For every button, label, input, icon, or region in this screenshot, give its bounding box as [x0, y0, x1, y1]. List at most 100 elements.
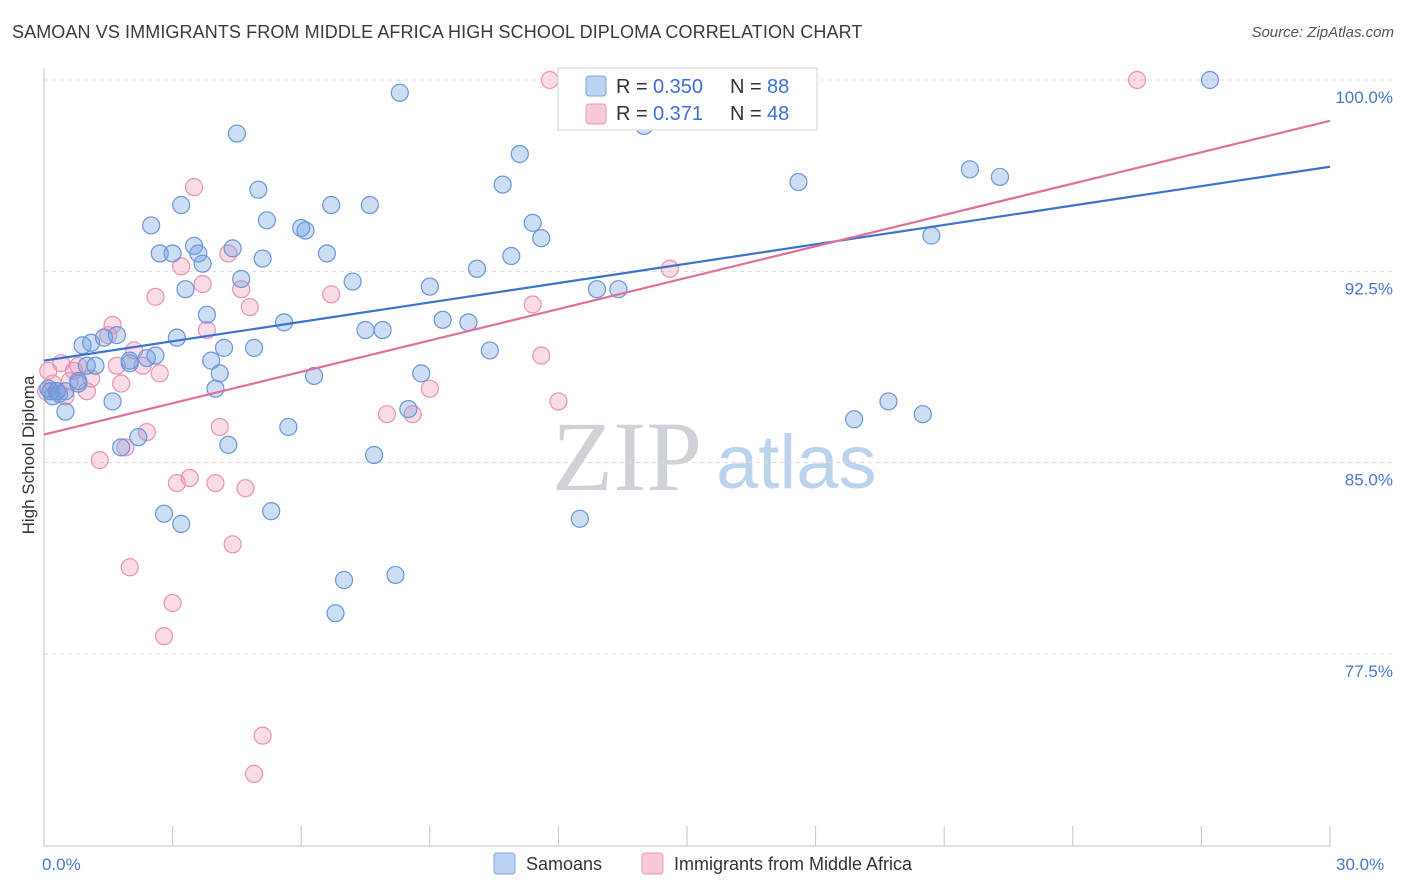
x-tick-label-min: 0.0% — [42, 855, 81, 874]
point-samoans — [197, 305, 216, 324]
point-middle-africa — [154, 627, 174, 646]
stats-legend: R = 0.350 N = 88 R = 0.371 N = 48 — [557, 67, 818, 131]
point-samoans — [913, 405, 932, 424]
point-samoans — [334, 570, 354, 590]
point-samoans — [56, 402, 75, 421]
source-label: Source: ZipAtlas.com — [1251, 24, 1394, 41]
point-samoans — [879, 392, 898, 411]
legend-n-value-middle-africa: 48 — [767, 103, 789, 125]
bottom-legend-label-middle-africa: Immigrants from Middle Africa — [674, 854, 913, 874]
point-middle-africa — [206, 473, 225, 493]
point-samoans — [459, 313, 478, 332]
point-samoans — [433, 310, 452, 329]
point-middle-africa — [540, 70, 559, 90]
point-samoans — [326, 604, 345, 623]
point-samoans — [112, 438, 131, 457]
point-middle-africa — [90, 451, 109, 470]
point-samoans — [532, 229, 551, 248]
point-middle-africa — [253, 726, 272, 745]
point-samoans — [399, 399, 418, 419]
point-samoans — [69, 374, 88, 393]
point-samoans — [1200, 70, 1220, 90]
point-middle-africa — [184, 178, 204, 197]
point-samoans — [274, 313, 294, 332]
point-middle-africa — [244, 764, 264, 784]
point-middle-africa — [532, 346, 551, 365]
y-tick-labels: 77.5% 85.0% 92.5% 100.0% — [1335, 88, 1393, 681]
point-samoans — [373, 320, 392, 340]
point-samoans — [845, 410, 864, 429]
point-samoans — [343, 272, 362, 291]
point-samoans — [103, 392, 122, 411]
point-middle-africa — [137, 422, 156, 442]
y-tick-label: 92.5% — [1345, 279, 1393, 298]
y-tick-label: 100.0% — [1335, 88, 1393, 107]
point-middle-africa — [150, 364, 169, 383]
x-tick-marks — [43, 826, 1331, 846]
point-middle-africa — [549, 392, 568, 411]
point-middle-africa — [1127, 70, 1147, 90]
legend-r-label-2: R = — [616, 103, 648, 125]
gridlines — [44, 79, 1392, 655]
point-samoans — [257, 211, 277, 230]
point-samoans — [150, 244, 169, 263]
point-samoans — [296, 221, 315, 240]
point-samoans — [107, 326, 126, 345]
point-samoans — [172, 195, 191, 215]
point-middle-africa — [322, 285, 341, 304]
point-samoans — [960, 160, 980, 179]
point-samoans — [360, 195, 379, 215]
legend-swatch-middle-africa — [585, 103, 607, 125]
legend-n-label-2: N = — [730, 103, 762, 125]
point-middle-africa — [232, 280, 251, 299]
point-middle-africa — [240, 297, 259, 317]
point-samoans — [189, 244, 208, 263]
point-samoans — [364, 445, 384, 465]
trend-line-samoans — [43, 165, 1331, 362]
bottom-legend-swatch-samoans — [493, 852, 516, 875]
point-samoans — [304, 366, 324, 386]
point-middle-africa — [236, 479, 255, 498]
y-tick-label: 85.0% — [1345, 471, 1393, 490]
point-samoans — [480, 341, 499, 360]
point-samoans — [493, 175, 512, 194]
y-tick-label: 77.5% — [1345, 662, 1393, 681]
point-middle-africa — [120, 558, 139, 577]
point-samoans — [412, 364, 431, 383]
point-middle-africa — [193, 274, 212, 294]
watermark-zip: ZIP — [552, 401, 702, 512]
point-samoans — [163, 244, 182, 263]
point-samoans — [322, 195, 341, 215]
trend-line-middle-africa — [43, 119, 1331, 436]
point-middle-africa — [103, 315, 122, 335]
point-samoans — [570, 509, 589, 528]
point-middle-africa — [172, 257, 191, 276]
point-samoans — [502, 246, 521, 266]
point-samoans — [262, 502, 281, 521]
point-samoans — [172, 514, 191, 533]
point-samoans — [390, 83, 409, 102]
point-samoans — [120, 351, 139, 370]
point-samoans — [990, 167, 1010, 187]
y-axis-label: High School Diploma — [19, 375, 38, 534]
legend-r-value-samoans: 0.350 — [653, 76, 703, 98]
point-samoans — [232, 269, 251, 289]
point-middle-africa — [180, 468, 199, 488]
point-samoans — [227, 124, 246, 143]
point-samoans — [154, 504, 174, 523]
point-samoans — [210, 364, 229, 383]
series-immigrants-middle-africa — [37, 70, 1147, 784]
point-samoans — [49, 384, 69, 403]
point-samoans — [789, 172, 808, 192]
point-middle-africa — [223, 535, 242, 554]
point-samoans — [467, 259, 487, 278]
point-middle-africa — [146, 287, 165, 306]
point-samoans — [86, 356, 105, 375]
point-samoans — [587, 280, 607, 299]
legend-n-value-samoans: 88 — [767, 76, 789, 98]
point-middle-africa — [377, 405, 397, 424]
point-middle-africa — [163, 593, 182, 613]
legend-r-label-1: R = — [616, 76, 648, 98]
point-samoans — [922, 226, 941, 245]
